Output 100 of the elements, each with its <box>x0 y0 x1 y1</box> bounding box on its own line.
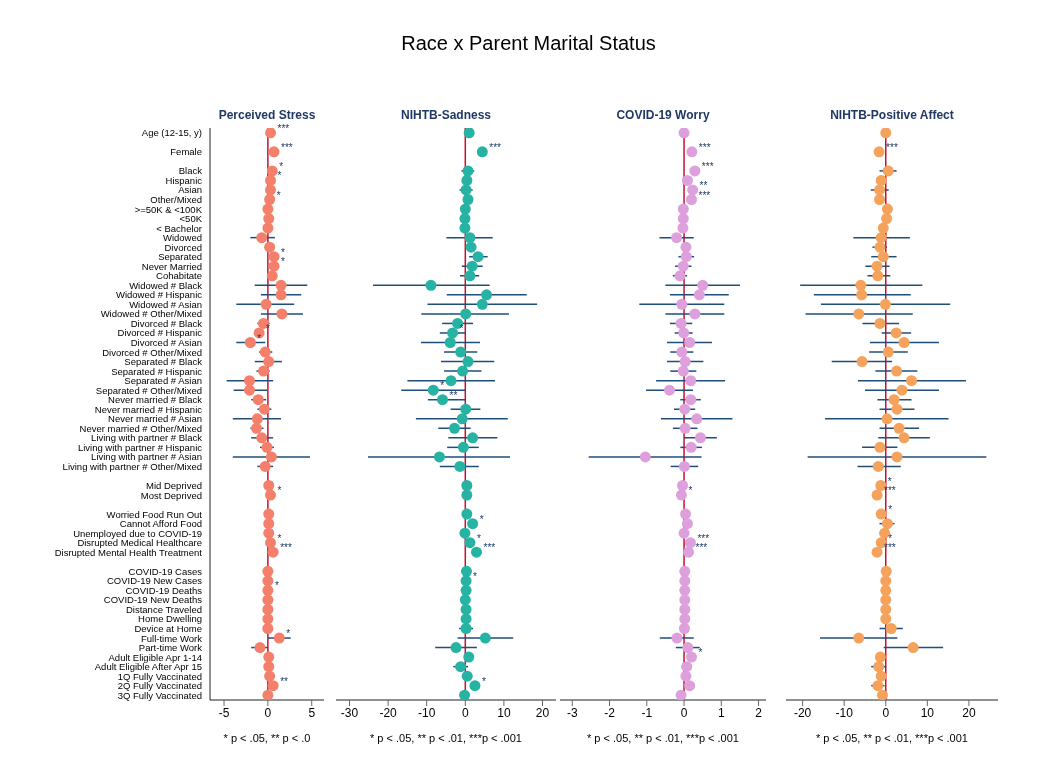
x-tick-label: -20 <box>379 705 398 720</box>
y-tick-label: Asian <box>178 184 202 196</box>
annotation: *** <box>698 189 711 201</box>
annotation: *** <box>483 542 496 554</box>
x-tick-label: 0 <box>264 705 272 720</box>
y-tick-label: Home Dwelling <box>138 613 202 625</box>
annotation: * <box>887 475 892 487</box>
annotation: * <box>286 628 291 640</box>
x-tick-label: 0 <box>680 705 688 720</box>
text: Race x Parent Marital Status <box>400 32 657 55</box>
x-tick-label: -1 <box>641 705 653 720</box>
annotation: * <box>257 332 262 344</box>
annotation: *** <box>884 485 896 497</box>
y-tick-label: Device at Home <box>134 623 202 634</box>
annotation: *** <box>701 160 714 172</box>
y-tick-label: Unemployed due to COVID-19 <box>73 527 202 539</box>
y-tick-label: COVID-19 New Cases <box>106 575 203 587</box>
x-tick-label: -3 <box>566 705 578 720</box>
x-tick-label: 10 <box>920 705 935 720</box>
y-tick-label: Mid Deprived <box>146 480 202 491</box>
y-tick-label: Separated <box>158 251 202 263</box>
y-tick-label: COVID-19 Cases <box>128 565 203 577</box>
y-tick-label: Living with partner # Black <box>91 432 203 444</box>
annotation: * <box>277 485 282 497</box>
x-tick-label: 2 <box>755 705 763 720</box>
y-tick-label: Widowed <box>162 232 202 244</box>
annotation: * <box>479 513 484 525</box>
y-tick-label: <50K <box>179 213 203 225</box>
y-tick-label: Full-time Work <box>140 632 203 644</box>
chart-title: Perceived Stress <box>217 108 317 124</box>
x-tick-label: 20 <box>962 705 976 720</box>
y-tick-label: Divorced # Other/Mixed <box>102 346 202 358</box>
y-tick-label: Worried Food Run Out <box>106 508 203 520</box>
y-tick-label: Part-time Work <box>138 642 203 654</box>
y-tick-label: Hispanic <box>165 174 203 186</box>
annotation: * <box>281 246 286 258</box>
y-tick-label: Adult Eligible After Apr 15 <box>94 661 202 673</box>
annotation: *** <box>697 532 710 544</box>
y-tick-label: Age (12-15, y) <box>141 127 202 139</box>
y-tick-label: Never married # Black <box>108 394 203 406</box>
x-tick-label: 20 <box>535 705 550 720</box>
annotation: *** <box>698 141 711 153</box>
annotation: ** <box>699 179 708 191</box>
y-tick-label: Divorced # Black <box>130 317 203 329</box>
annotation: ** <box>449 389 458 401</box>
text: * p < .05, ** p < .0 <box>222 732 312 744</box>
annotation: * <box>440 380 445 392</box>
y-tick-label: Female <box>170 146 202 158</box>
text: * p < .05, ** p < .01, ***p < .001 <box>369 732 523 744</box>
y-tick-label: Separated # Asian <box>124 375 202 387</box>
text: * p < .05, ** p < .01, ***p < .001 <box>586 732 740 744</box>
annotation: ** <box>280 675 289 687</box>
x-tick-label: -30 <box>340 705 359 720</box>
y-tick-label: Widowed # Black <box>129 279 203 291</box>
y-tick-label: Divorced # Asian <box>130 337 202 348</box>
text: * p < .05, ** p < .01, ***p < .001 <box>815 732 969 744</box>
y-tick-label: COVID-19 Deaths <box>125 584 203 596</box>
y-tick-label: Most Deprived <box>140 489 202 501</box>
annotation: * <box>688 485 693 497</box>
y-tick-label: Never married # Other/Mixed <box>79 422 202 434</box>
y-tick-label: 2Q Fully Vaccinated <box>117 680 202 692</box>
annotation: *** <box>489 141 502 153</box>
annotation: * <box>473 570 478 582</box>
y-tick-label: Living with partner # Asian <box>91 451 202 463</box>
annotation: *** <box>884 542 896 554</box>
annotation: * <box>279 160 284 172</box>
y-tick-label: Other/Mixed <box>150 194 202 205</box>
x-tick-label: 5 <box>308 705 316 720</box>
annotation: * <box>281 256 286 268</box>
annotation: * <box>476 532 481 544</box>
chart-title: COVID-19 Worry <box>615 108 711 124</box>
y-tick-label: Divorced # Hispanic <box>117 327 203 339</box>
x-tick-label: -20 <box>793 705 812 720</box>
y-tick-label: Black <box>178 165 203 177</box>
annotation: * <box>698 647 703 659</box>
y-tick-label: Cohabitate <box>156 270 202 282</box>
y-tick-label: Distance Traveled <box>125 603 202 615</box>
y-tick-label: >=50K & <100K <box>134 203 203 215</box>
annotation: * <box>276 189 281 201</box>
y-tick-label: Widowed # Other/Mixed <box>100 308 202 320</box>
y-tick-label: COVID-19 New Deaths <box>103 594 203 606</box>
annotation: * <box>277 532 282 544</box>
chart-title: NIHTB-Sadness <box>400 108 492 124</box>
y-tick-label: Divorced <box>164 241 202 253</box>
annotation: *** <box>281 141 293 153</box>
y-tick-label: Never married # Hispanic <box>94 403 203 415</box>
x-tick-label: -2 <box>604 705 616 720</box>
annotation: *** <box>277 122 290 134</box>
x-tick-label: 0 <box>882 705 890 720</box>
annotation: * <box>888 532 893 544</box>
annotation: * <box>888 504 893 516</box>
annotation: * <box>481 675 486 687</box>
x-tick-label: -5 <box>218 705 230 720</box>
x-tick-label: 1 <box>717 705 725 720</box>
y-tick-label: < Bachelor <box>156 222 202 234</box>
y-tick-label: Adult Eligible Apr 1-14 <box>108 651 202 663</box>
x-tick-label: 0 <box>461 705 469 720</box>
y-tick-label: Separated # Black <box>124 356 203 368</box>
y-tick-label: Cannot Afford Food <box>119 518 202 530</box>
chart-title: NIHTB-Positive Affect <box>829 108 955 124</box>
